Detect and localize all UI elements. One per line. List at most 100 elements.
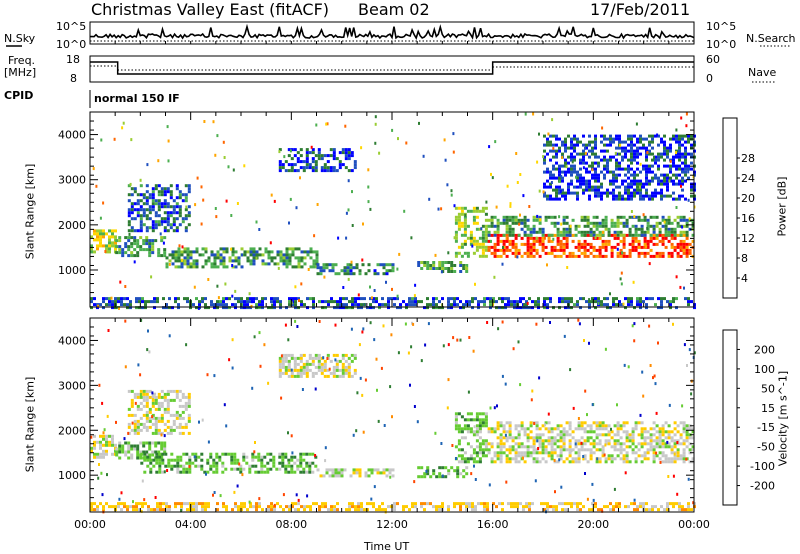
power-cell xyxy=(606,167,609,171)
velocity-cell xyxy=(279,505,282,509)
power-cell xyxy=(594,194,597,198)
power-cell xyxy=(574,233,578,237)
power-cell xyxy=(535,239,539,243)
power-cell xyxy=(234,306,237,310)
velocity-cell xyxy=(296,356,300,360)
velocity-cell xyxy=(508,421,512,425)
power-cell xyxy=(111,241,114,245)
power-noise-dot xyxy=(560,222,563,226)
power-noise-dot xyxy=(453,236,456,240)
power-cell xyxy=(571,239,575,243)
power-cell xyxy=(475,245,479,249)
power-cell xyxy=(603,134,606,138)
velocity-cell xyxy=(272,461,276,465)
power-cell xyxy=(571,218,575,222)
velocity-cell xyxy=(475,454,479,458)
power-cell xyxy=(160,239,164,243)
velocity-cell xyxy=(175,413,179,417)
power-cell xyxy=(508,215,512,219)
power-echo-region xyxy=(487,233,695,258)
power-cell xyxy=(679,215,683,219)
power-cell xyxy=(511,242,515,246)
velocity-cell xyxy=(526,454,530,458)
power-cell xyxy=(616,230,620,234)
velocity-cell xyxy=(670,460,674,464)
velocity-cell xyxy=(601,451,605,455)
power-cell xyxy=(682,248,686,252)
power-cell xyxy=(564,191,567,195)
power-cell xyxy=(108,235,111,239)
velocity-cell xyxy=(316,468,320,472)
power-noise-dot xyxy=(113,137,116,141)
velocity-cell xyxy=(281,362,285,366)
power-cell xyxy=(121,254,125,258)
power-cell xyxy=(316,272,320,276)
power-cell xyxy=(505,218,509,222)
power-cell xyxy=(576,143,579,147)
power-cell xyxy=(454,236,458,240)
velocity-cell xyxy=(381,508,384,512)
xtick-label: 20:00 xyxy=(577,518,609,531)
velocity-cell xyxy=(598,448,602,452)
power-cell xyxy=(438,264,442,267)
power-cell xyxy=(255,250,259,254)
power-cell xyxy=(459,264,463,267)
velocity-noise-dot xyxy=(667,475,670,478)
velocity-cell xyxy=(127,425,131,429)
power-cell xyxy=(636,149,639,153)
power-cell xyxy=(538,236,542,240)
power-echo-region xyxy=(417,261,469,273)
velocity-echo-region xyxy=(487,421,695,464)
power-cell xyxy=(681,170,684,174)
power-cell xyxy=(216,253,220,257)
power-noise-dot xyxy=(495,205,498,209)
power-ylabel: Slant Range [km] xyxy=(23,163,37,260)
velocity-cell xyxy=(145,392,149,396)
power-cell xyxy=(652,224,656,228)
power-cell xyxy=(597,155,600,159)
power-cell xyxy=(249,250,253,254)
power-cell xyxy=(142,214,146,218)
velocity-cell xyxy=(649,442,653,446)
power-cell xyxy=(154,239,158,243)
freq-label: Freq. xyxy=(8,54,36,67)
velocity-noise-dot xyxy=(687,477,690,481)
velocity-cell xyxy=(142,425,146,429)
velocity-cell xyxy=(607,442,611,446)
power-cell xyxy=(663,179,666,183)
power-cell xyxy=(343,269,347,273)
power-noise-dot xyxy=(422,154,425,158)
velocity-cell xyxy=(239,470,243,474)
power-cell xyxy=(270,259,274,263)
velocity-cell xyxy=(347,356,351,360)
velocity-cell xyxy=(281,458,285,462)
power-noise-dot xyxy=(100,138,103,142)
velocity-cell xyxy=(541,442,545,446)
velocity-cell xyxy=(278,371,282,375)
velocity-cell xyxy=(535,457,539,461)
velocity-cell xyxy=(178,422,182,426)
velocity-cell xyxy=(483,505,486,509)
power-noise-dot xyxy=(374,115,377,119)
velocity-cell xyxy=(287,374,291,378)
power-cell xyxy=(630,182,633,186)
velocity-noise-dot xyxy=(649,364,652,367)
power-cell xyxy=(543,143,546,147)
power-cell xyxy=(687,152,690,156)
velocity-cell xyxy=(159,502,162,506)
power-cell xyxy=(546,167,549,171)
power-cell xyxy=(350,169,354,173)
power-echo-region xyxy=(487,215,695,237)
velocity-cell xyxy=(233,467,237,471)
power-cell xyxy=(447,306,450,310)
power-cell xyxy=(231,303,234,307)
power-cell xyxy=(558,300,561,304)
velocity-cell xyxy=(308,368,312,372)
power-cell xyxy=(559,248,563,252)
velocity-cell xyxy=(666,502,669,506)
velocity-cell xyxy=(592,442,596,446)
power-cell xyxy=(195,297,198,301)
power-noise-dot xyxy=(342,286,345,289)
power-cell xyxy=(612,176,615,180)
power-cell xyxy=(609,140,612,144)
